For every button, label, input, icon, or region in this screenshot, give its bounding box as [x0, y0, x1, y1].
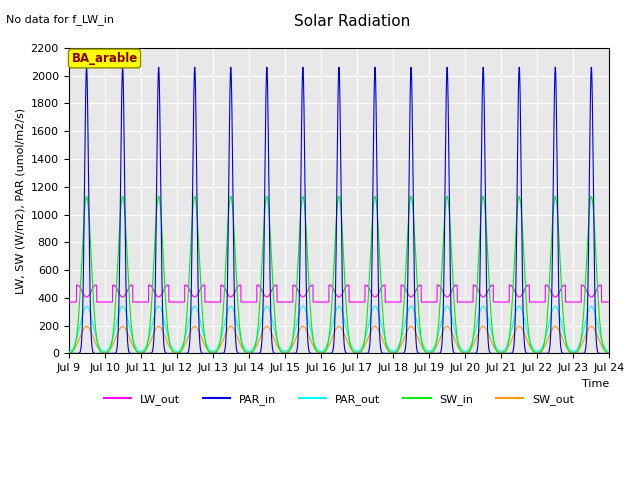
SW_out: [390, 349, 398, 355]
Y-axis label: LW, SW (W/m2), PAR (umol/m2/s): LW, SW (W/m2), PAR (umol/m2/s): [15, 108, 25, 294]
SW_in: [390, 350, 398, 356]
PAR_out: [263, 303, 271, 309]
SW_in: [605, 350, 613, 356]
LW_out: [390, 299, 398, 305]
SW_out: [263, 324, 271, 329]
PAR_in: [466, 350, 474, 356]
Line: SW_out: SW_out: [68, 326, 609, 353]
Line: PAR_in: PAR_in: [68, 67, 609, 353]
PAR_out: [272, 332, 280, 337]
Line: LW_out: LW_out: [68, 285, 609, 302]
PAR_out: [605, 348, 613, 354]
PAR_in: [65, 350, 72, 356]
LW_out: [605, 299, 613, 305]
LW_out: [195, 289, 202, 295]
LW_out: [65, 299, 72, 305]
LW_out: [164, 282, 172, 288]
SW_in: [195, 240, 202, 245]
LW_out: [466, 299, 474, 305]
SW_out: [272, 340, 280, 346]
SW_in: [263, 193, 271, 199]
SW_in: [358, 347, 366, 353]
PAR_in: [263, 64, 271, 70]
PAR_in: [102, 350, 109, 356]
SW_out: [358, 347, 366, 353]
LW_out: [102, 299, 109, 305]
PAR_out: [65, 349, 72, 355]
SW_out: [195, 328, 202, 334]
PAR_in: [390, 350, 398, 356]
SW_in: [466, 348, 474, 353]
SW_out: [605, 349, 613, 355]
SW_in: [65, 350, 72, 356]
SW_out: [65, 350, 72, 356]
LW_out: [358, 299, 366, 305]
Text: No data for f_LW_in: No data for f_LW_in: [6, 14, 115, 25]
Text: Solar Radiation: Solar Radiation: [294, 14, 410, 29]
PAR_out: [102, 348, 109, 354]
Line: PAR_out: PAR_out: [68, 306, 609, 352]
X-axis label: Time: Time: [582, 379, 609, 389]
PAR_out: [390, 348, 398, 354]
PAR_out: [466, 345, 474, 350]
Line: SW_in: SW_in: [68, 196, 609, 353]
SW_in: [102, 350, 109, 356]
PAR_out: [358, 344, 366, 350]
SW_out: [102, 349, 109, 355]
PAR_out: [195, 311, 202, 317]
LW_out: [272, 282, 280, 288]
Legend: LW_out, PAR_in, PAR_out, SW_in, SW_out: LW_out, PAR_in, PAR_out, SW_in, SW_out: [99, 389, 579, 409]
PAR_in: [195, 310, 202, 315]
PAR_in: [358, 350, 366, 356]
PAR_in: [605, 350, 613, 356]
SW_in: [272, 324, 280, 330]
Text: BA_arable: BA_arable: [72, 52, 138, 65]
SW_out: [466, 347, 474, 353]
PAR_in: [272, 350, 280, 356]
